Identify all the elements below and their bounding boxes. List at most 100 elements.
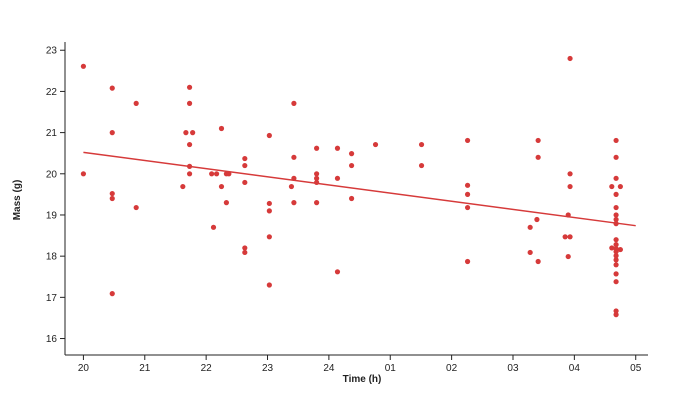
point [418, 162, 425, 169]
y-tick-label: 20 [46, 169, 58, 180]
point [183, 130, 189, 136]
x-tick-label: 01 [385, 363, 397, 374]
point [314, 200, 320, 206]
point [133, 100, 139, 106]
point [314, 145, 320, 151]
point [617, 183, 623, 190]
point [109, 195, 115, 202]
point [535, 258, 541, 265]
y-tick-label: 18 [46, 252, 58, 263]
point [190, 130, 196, 136]
y-tick-label: 23 [46, 46, 58, 57]
point [218, 125, 225, 132]
point [535, 154, 541, 160]
x-tick-label: 22 [201, 363, 213, 374]
point [334, 145, 341, 151]
point [613, 237, 619, 243]
point [334, 269, 341, 275]
point [210, 224, 217, 230]
x-tick-label: 23 [262, 363, 274, 374]
point [464, 137, 471, 144]
point [348, 195, 355, 202]
x-tick-label: 03 [507, 363, 519, 374]
point [613, 262, 619, 268]
x-tick-label: 24 [323, 363, 335, 374]
point [133, 204, 139, 211]
point [266, 200, 272, 207]
point [218, 183, 225, 190]
point [464, 204, 471, 211]
point [527, 224, 533, 230]
point [242, 249, 248, 256]
point [372, 141, 379, 148]
point [186, 84, 193, 90]
y-tick-label: 21 [46, 128, 58, 139]
point [567, 171, 573, 177]
point [109, 190, 115, 197]
x-tick-label: 04 [569, 363, 581, 374]
point [613, 154, 619, 160]
point [242, 179, 248, 186]
point [186, 100, 193, 106]
point [567, 234, 573, 240]
point [613, 253, 619, 259]
point [109, 291, 115, 297]
point [186, 171, 193, 177]
point [109, 130, 115, 136]
point [242, 155, 248, 162]
point [314, 175, 320, 181]
point [613, 212, 619, 218]
point [613, 271, 619, 277]
point [291, 100, 297, 106]
point [613, 312, 619, 318]
point [109, 85, 115, 91]
point [213, 171, 220, 177]
point [80, 171, 87, 177]
point [348, 151, 355, 157]
point [314, 171, 320, 177]
point [613, 242, 619, 248]
point [418, 141, 425, 148]
point [613, 308, 619, 314]
y-axis-label: Mass (g) [12, 180, 23, 221]
point [527, 249, 533, 256]
point [565, 253, 571, 260]
point [334, 175, 341, 181]
point [186, 141, 193, 148]
y-tick-label: 16 [46, 334, 58, 345]
point [609, 245, 615, 251]
point [288, 183, 295, 190]
point [567, 183, 573, 190]
x-tick-label: 21 [139, 363, 151, 374]
y-tick-label: 22 [46, 87, 58, 98]
point [464, 182, 471, 188]
point [613, 249, 619, 255]
point [613, 204, 619, 211]
point [613, 191, 619, 197]
point [613, 257, 619, 263]
point [180, 183, 186, 190]
point [464, 258, 471, 265]
point [613, 137, 619, 144]
point [242, 245, 248, 251]
x-tick-label: 02 [446, 363, 458, 374]
point [266, 132, 272, 139]
y-tick-label: 17 [46, 293, 58, 304]
point [266, 208, 272, 214]
point [535, 137, 541, 144]
point [617, 246, 623, 253]
point [613, 175, 619, 181]
point [613, 216, 619, 223]
point [266, 234, 272, 240]
point [209, 171, 215, 177]
x-tick-label: 20 [78, 363, 90, 374]
x-tick-label: 05 [630, 363, 642, 374]
x-axis-label: Time (h) [343, 374, 382, 385]
point [242, 162, 248, 169]
y-tick-label: 19 [46, 210, 58, 221]
point [266, 282, 272, 288]
point [80, 63, 87, 69]
point [291, 200, 297, 206]
point [223, 200, 229, 206]
